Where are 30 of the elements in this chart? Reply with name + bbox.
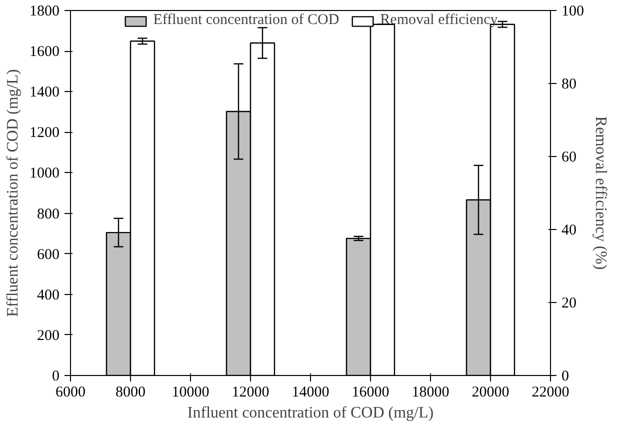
x-tick-label: 14000 [292, 384, 330, 400]
y-tick-label: 400 [37, 287, 60, 304]
y-axis-title: Effluent concentration of COD (mg/L) [4, 69, 22, 317]
x-tick-label: 20000 [472, 384, 510, 400]
x-tick-label: 12000 [232, 384, 270, 400]
y-tick-label: 1600 [30, 44, 60, 60]
y-tick-label: 0 [52, 368, 60, 384]
y-tick-label: 1000 [30, 166, 60, 182]
y-tick-label: 1200 [30, 125, 60, 142]
x-tick-label: 10000 [172, 384, 210, 400]
x-tick-label: 18000 [412, 384, 450, 400]
x-tick-label: 16000 [352, 384, 390, 400]
y-tick-label: 1400 [30, 84, 60, 101]
x-tick-label: 8000 [116, 384, 146, 400]
legend-label: Effluent concentration of COD [153, 12, 340, 29]
y-tick-label: 200 [37, 328, 60, 344]
x-tick-label: 22000 [532, 384, 570, 400]
y2-tick-label: 0 [562, 368, 569, 384]
y2-tick-label: 60 [562, 150, 576, 166]
y-tick-label: 600 [37, 246, 60, 263]
legend-label: Removal efficiency [380, 12, 498, 29]
y2-tick-label: 40 [562, 222, 576, 238]
y-tick-label: 800 [37, 206, 60, 222]
y-tick-label: 1800 [30, 4, 60, 20]
y2-tick-label: 100 [562, 4, 584, 20]
x-axis-title: Influent concentration of COD (mg/L) [187, 404, 434, 422]
x-tick-label: 6000 [56, 384, 86, 400]
y2-tick-label: 80 [562, 76, 576, 92]
y2-axis-title: Removal efficiency (%) [592, 116, 609, 270]
y2-tick-label: 20 [562, 296, 576, 312]
